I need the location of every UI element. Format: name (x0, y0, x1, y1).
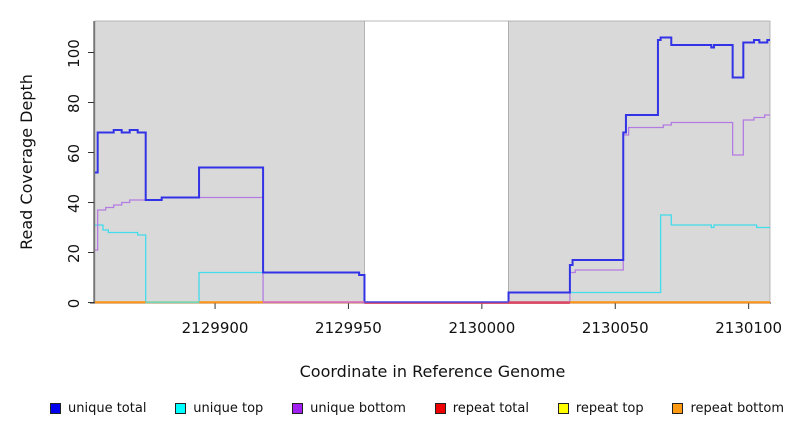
legend-item-repeat-top: repeat top (557, 401, 644, 416)
y-axis-title: Read Coverage Depth (17, 74, 36, 250)
legend-label-unique-total: unique total (68, 401, 147, 416)
legend: unique total unique top unique bottom re… (50, 401, 784, 416)
legend-swatch-unique-bottom (292, 403, 304, 414)
y-tick-label: 40 (65, 194, 83, 213)
legend-label-repeat-top: repeat top (575, 401, 644, 416)
legend-item-unique-total: unique total (50, 401, 146, 416)
y-tick-label: 100 (65, 39, 83, 68)
legend-item-unique-top: unique top (175, 401, 263, 416)
legend-label-repeat-bottom: repeat bottom (690, 401, 784, 416)
series-unique-total (95, 36, 770, 304)
y-tick-label: 20 (65, 244, 83, 263)
legend-swatch-unique-top (175, 403, 187, 414)
x-tick-label: 2129950 (315, 319, 382, 337)
x-tick-label: 2130050 (582, 319, 649, 337)
legend-swatch-repeat-top (557, 403, 569, 414)
legend-item-repeat-bottom: repeat bottom (672, 401, 784, 416)
y-tick-label: 80 (65, 94, 83, 113)
legend-item-repeat-total: repeat total (434, 401, 529, 416)
y-tick-label: 60 (65, 144, 83, 163)
legend-label-unique-top: unique top (193, 401, 264, 416)
legend-swatch-repeat-total (434, 403, 446, 414)
legend-label-repeat-total: repeat total (452, 401, 529, 416)
region-gap-middle (364, 20, 509, 303)
region-covered-left (94, 20, 365, 303)
legend-item-unique-bottom: unique bottom (292, 401, 406, 416)
x-axis-title: Coordinate in Reference Genome (299, 362, 566, 381)
legend-swatch-unique-total (50, 403, 61, 414)
x-tick-label: 2129900 (182, 319, 249, 337)
region-covered-right (508, 20, 771, 303)
y-tick-label: 0 (65, 299, 83, 309)
x-tick-label: 2130000 (448, 319, 515, 337)
legend-swatch-repeat-bottom (672, 403, 684, 414)
x-tick-label: 2130100 (715, 319, 782, 337)
series-unique-bottom (95, 114, 770, 304)
legend-label-unique-bottom: unique bottom (310, 401, 406, 416)
